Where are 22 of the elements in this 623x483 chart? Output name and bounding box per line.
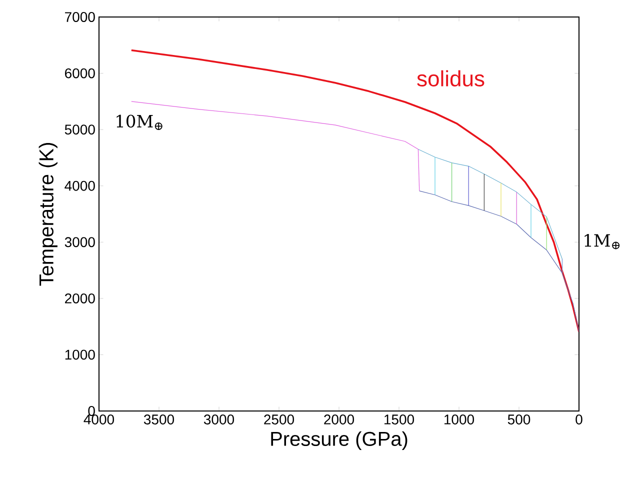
x-tick-label: 0 xyxy=(576,414,582,424)
y-tick-label: 2000 xyxy=(65,293,95,304)
y-axis-title: Temperature (K) xyxy=(38,143,58,286)
series-label: solidus xyxy=(417,70,484,86)
x-tick-label: 2500 xyxy=(264,414,294,424)
y-tick-label: 5000 xyxy=(64,124,95,135)
y-tick-label: 4000 xyxy=(64,180,95,191)
text: 1M$_{⊕}$ xyxy=(584,234,620,250)
y-tick-label: 6000 xyxy=(65,68,95,78)
x-tick-label: 2000 xyxy=(324,414,354,424)
x-tick-label: 500 xyxy=(508,414,530,424)
y-tick-label: 7000 xyxy=(65,12,95,22)
y-tick-label: 1000 xyxy=(65,350,95,360)
x-tick-label: 1000 xyxy=(444,414,474,424)
x-tick-label: 3000 xyxy=(204,414,234,424)
x-tick-label: 1500 xyxy=(384,414,414,424)
y-tick-label: 3000 xyxy=(64,237,95,248)
x-tick-label: 3500 xyxy=(144,414,174,424)
x-axis-title: Pressure (GPa) xyxy=(271,431,408,450)
x-tick-label: 4000 xyxy=(84,414,114,424)
y-tick-label: 0 xyxy=(88,406,95,416)
annotation: 10M$_{⊕}$ xyxy=(116,114,162,130)
